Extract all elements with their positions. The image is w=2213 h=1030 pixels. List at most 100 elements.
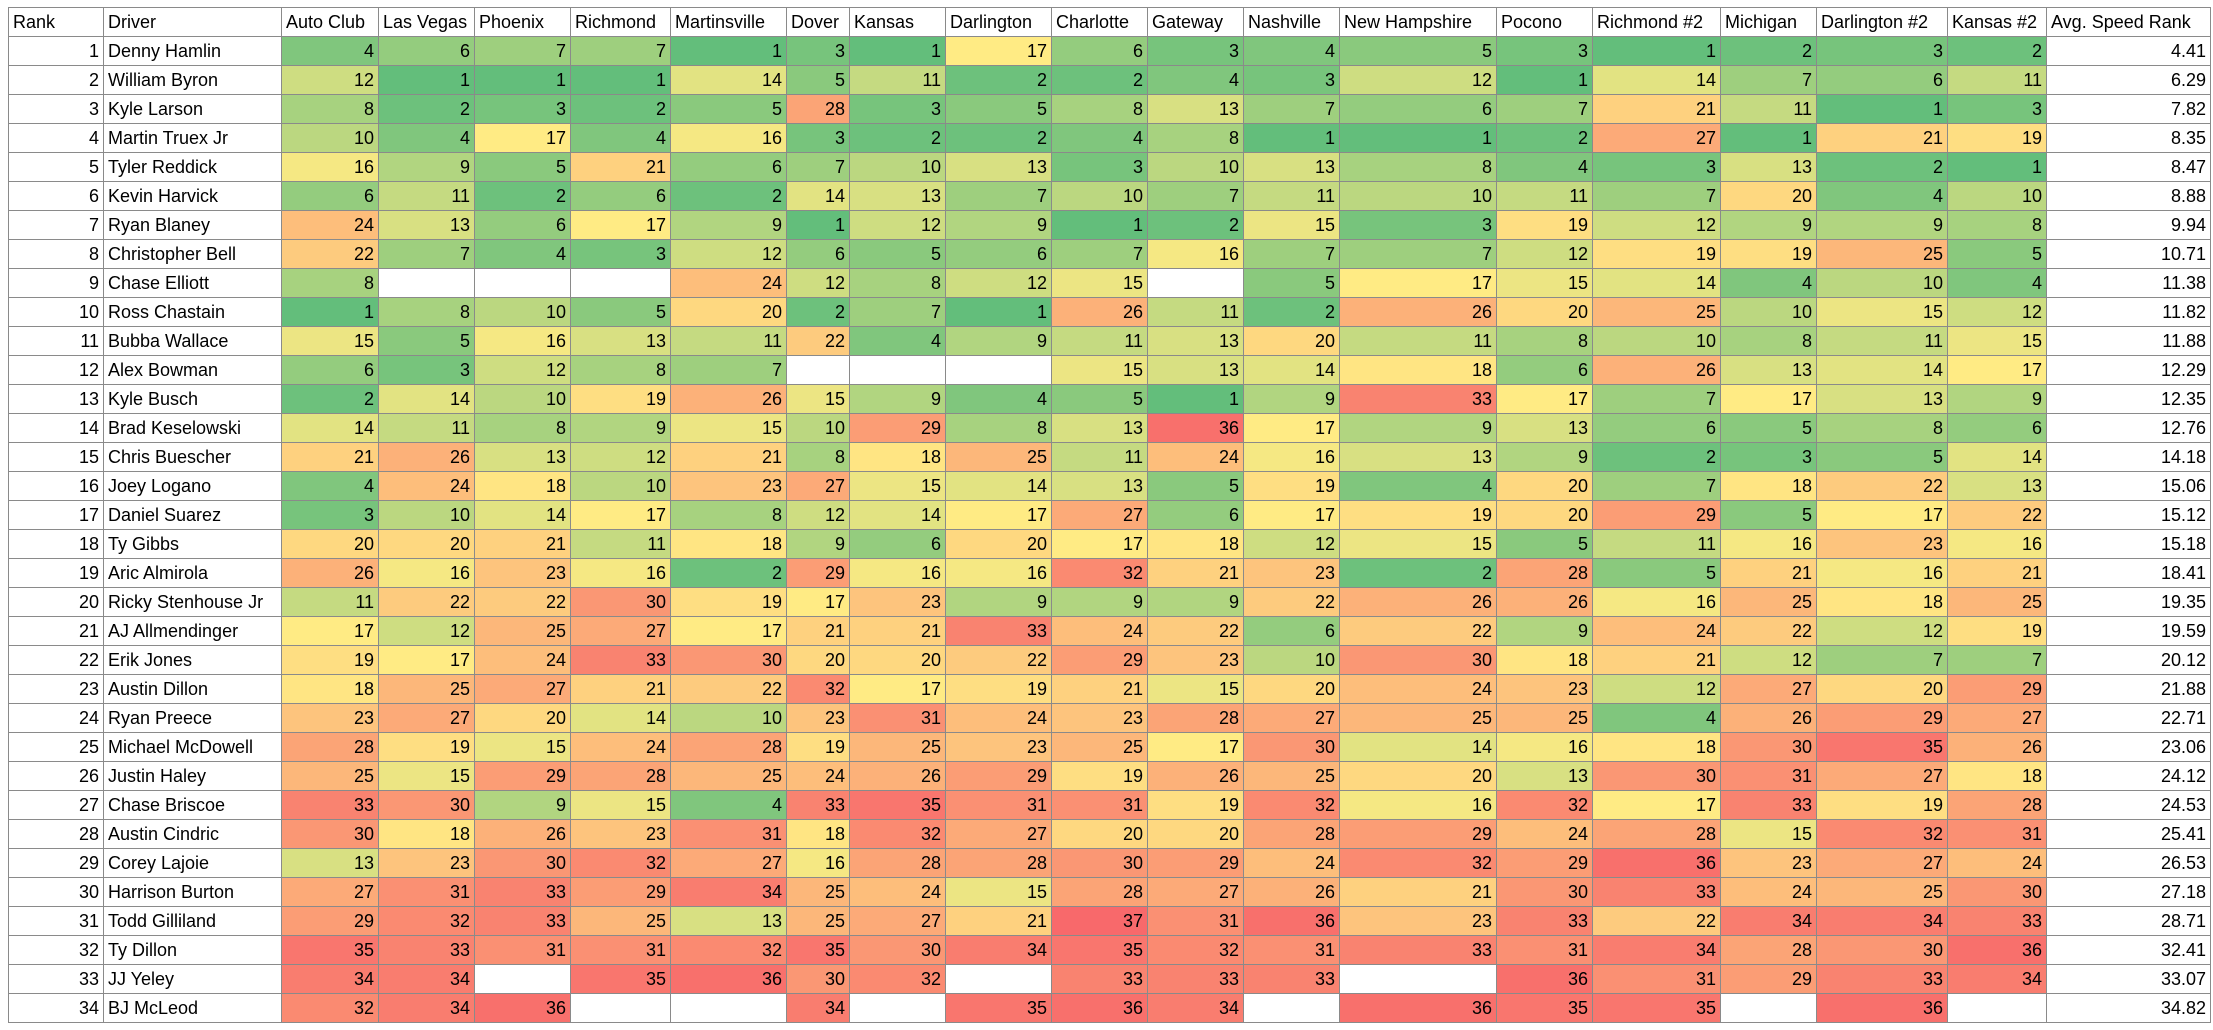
driver-row: 33 JJ Yeley 34 34 35 36 30 32 33 33 33 36 31 29 33 34 33… [8,964,2211,994]
driver-row: 13 Kyle Busch 2 14 10 19 26 15 9 4 5 1 9 33 17 7 17 13 9 12… [8,384,2211,414]
rank-cell: 23 [8,674,104,704]
rank-cell: 18 [8,529,104,559]
rank-cell: 22 [8,645,104,675]
result-cell: 27 [1147,877,1244,907]
driver-cell: Ross Chastain [103,297,282,327]
result-cell: 19 [1720,239,1817,269]
result-cell: 28 [1147,703,1244,733]
result-cell: 22 [1147,616,1244,646]
result-cell: 4 [670,790,787,820]
result-cell: 9 [945,210,1052,240]
result-cell: 11 [1339,326,1497,356]
result-cell: 30 [1947,877,2047,907]
result-cell: 22 [945,645,1052,675]
result-cell: 20 [1496,500,1593,530]
result-cell: 32 [670,935,787,965]
result-cell: 8 [945,413,1052,443]
result-cell: 10 [281,123,379,153]
empty-cell [1243,993,1340,1023]
result-cell: 25 [1051,732,1148,762]
result-cell: 29 [1592,500,1721,530]
result-cell: 19 [1947,123,2047,153]
result-cell: 27 [281,877,379,907]
result-cell: 26 [1720,703,1817,733]
result-cell: 18 [1947,761,2047,791]
result-cell: 26 [1243,877,1340,907]
result-cell: 9 [1816,210,1948,240]
result-cell: 20 [281,529,379,559]
result-cell: 35 [570,964,671,994]
result-cell: 15 [281,326,379,356]
driver-row: 20 Ricky Stenhouse Jr 11 22 22 30 19 17 23 9 9 9 22 2… [8,587,2211,617]
result-cell: 23 [945,732,1052,762]
result-cell: 7 [1592,181,1721,211]
result-cell: 29 [1720,964,1817,994]
driver-cell: Denny Hamlin [103,36,282,66]
avg-cell: 9.94 [2046,210,2211,240]
result-cell: 17 [1496,384,1593,414]
result-cell: 33 [1051,964,1148,994]
result-cell: 24 [945,703,1052,733]
result-cell: 32 [378,906,475,936]
result-cell: 9 [670,210,787,240]
driver-cell: Daniel Suarez [103,500,282,530]
result-cell: 6 [1592,413,1721,443]
avg-cell: 27.18 [2046,877,2211,907]
column-header: Darlington [945,7,1052,37]
driver-cell: Justin Haley [103,761,282,791]
result-cell: 35 [849,790,946,820]
result-cell: 14 [1816,355,1948,385]
result-cell: 7 [378,239,475,269]
avg-cell: 23.06 [2046,732,2211,762]
rank-cell: 34 [8,993,104,1023]
result-cell: 8 [281,94,379,124]
driver-row: 9 Chase Elliott 8 24 12 8 12 15 5 17 15 14 4 10 4 11.38 [8,268,2211,298]
result-cell: 12 [670,239,787,269]
result-cell: 31 [945,790,1052,820]
rank-cell: 11 [8,326,104,356]
result-cell: 16 [1147,239,1244,269]
result-cell: 21 [1592,94,1721,124]
driver-row: 14 Brad Keselowski 14 11 8 9 15 10 29 8 13 36 17 9 13 6… [8,413,2211,443]
result-cell: 16 [849,558,946,588]
result-cell: 15 [945,877,1052,907]
result-cell: 11 [281,587,379,617]
result-cell: 35 [1496,993,1593,1023]
result-cell: 4 [1592,703,1721,733]
result-cell: 34 [670,877,787,907]
result-cell: 15 [670,413,787,443]
result-cell: 9 [1051,587,1148,617]
result-cell: 7 [1720,65,1817,95]
driver-cell: Chris Buescher [103,442,282,472]
column-header: Auto Club [281,7,379,37]
result-cell: 34 [1947,964,2047,994]
result-cell: 2 [1339,558,1497,588]
result-cell: 16 [1339,790,1497,820]
result-cell: 18 [281,674,379,704]
result-cell: 2 [378,94,475,124]
result-cell: 4 [849,326,946,356]
avg-cell: 24.12 [2046,761,2211,791]
result-cell: 3 [1592,152,1721,182]
result-cell: 11 [1243,181,1340,211]
result-cell: 17 [1947,355,2047,385]
result-cell: 17 [570,500,671,530]
result-cell: 29 [849,413,946,443]
result-cell: 9 [945,587,1052,617]
result-cell: 8 [570,355,671,385]
result-cell: 31 [1051,790,1148,820]
result-cell: 8 [670,500,787,530]
driver-row: 2 William Byron 12 1 1 1 14 5 11 2 2 4 3 12 1 14 7 6 11 6.2… [8,65,2211,95]
result-cell: 33 [474,906,571,936]
driver-row: 28 Austin Cindric 30 18 26 23 31 18 32 27 20 20 28 29… [8,819,2211,849]
result-cell: 25 [1720,587,1817,617]
result-cell: 2 [1947,36,2047,66]
result-cell: 22 [1339,616,1497,646]
rank-cell: 14 [8,413,104,443]
result-cell: 29 [1816,703,1948,733]
result-cell: 20 [1496,471,1593,501]
result-cell: 8 [281,268,379,298]
result-cell: 24 [1496,819,1593,849]
result-cell: 25 [786,877,850,907]
result-cell: 18 [1147,529,1244,559]
